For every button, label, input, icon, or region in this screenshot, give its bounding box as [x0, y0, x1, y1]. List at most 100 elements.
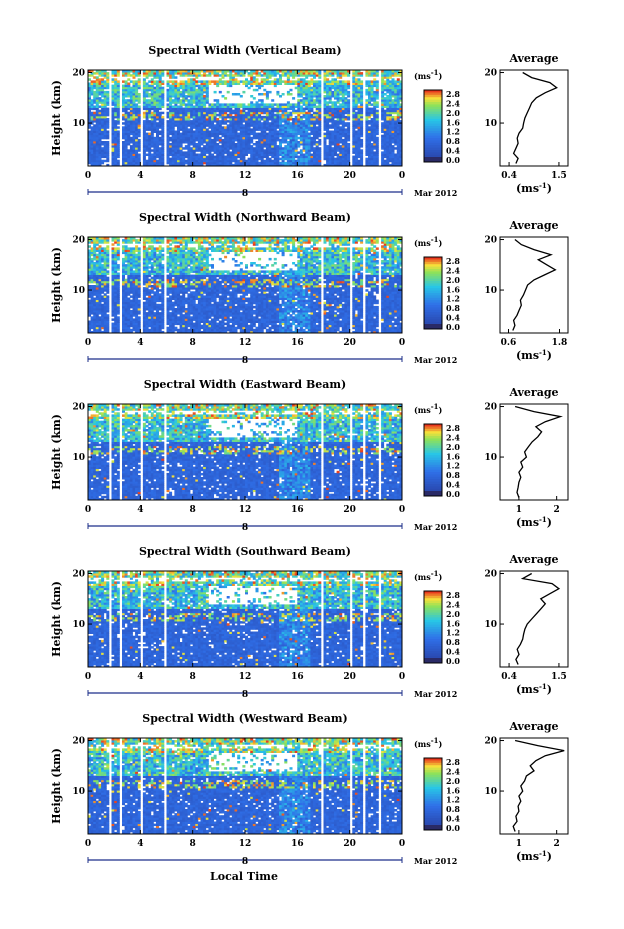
heatmap-cell	[354, 111, 358, 115]
heatmap-cell	[284, 161, 288, 165]
heatmap-cell	[203, 80, 207, 83]
heatmap-cell	[101, 103, 105, 106]
heatmap-cell	[365, 88, 369, 92]
heatmap-cell	[258, 103, 262, 106]
heatmap-cell	[386, 95, 390, 98]
heatmap-cell	[234, 103, 238, 106]
heatmap-cell	[98, 99, 102, 102]
heatmap-cell	[383, 159, 387, 163]
heatmap-cell	[179, 80, 183, 83]
heatmap-cell	[95, 145, 99, 148]
heatmap-cell	[326, 145, 330, 148]
heatmap-cell	[231, 103, 235, 106]
heatmap-cell	[394, 153, 398, 156]
heatmap-cell	[101, 82, 105, 85]
heatmap-cell	[268, 90, 272, 94]
heatmap-cell	[101, 95, 105, 98]
heatmap-cell	[247, 80, 251, 83]
heatmap-cell	[90, 70, 94, 73]
heatmap-cell	[116, 264, 120, 267]
heatmap-cell	[373, 90, 377, 94]
heatmap-cell	[326, 101, 330, 104]
heatmap-cell	[250, 136, 254, 140]
heatmap-cell	[239, 109, 243, 113]
heatmap-cell	[90, 257, 94, 261]
heatmap-cell	[122, 80, 125, 83]
heatmap-cell	[88, 97, 91, 100]
average-profile-line	[512, 71, 558, 164]
heatmap-cell	[127, 78, 131, 81]
heatmap-cell	[111, 247, 115, 250]
heatmap-cell	[106, 113, 110, 117]
heatmap-cell	[347, 99, 351, 102]
heatmap-cell	[331, 90, 335, 94]
heatmap-cell	[268, 103, 272, 106]
heatmap-cell	[88, 157, 91, 161]
heatmap-cell	[381, 122, 385, 125]
heatmap-cell	[101, 128, 105, 131]
heatmap-cell	[111, 141, 115, 144]
heatmap-cell	[101, 143, 105, 146]
heatmap-cell	[148, 80, 152, 83]
heatmap-cell	[145, 159, 149, 163]
heatmap-cell	[88, 90, 91, 94]
heatmap-cell	[368, 126, 371, 129]
heatmap-cell	[93, 143, 97, 146]
heatmap-cell	[127, 111, 131, 115]
heatmap-cell	[205, 80, 209, 83]
heatmap-cell	[216, 113, 220, 117]
heatmap-cell	[111, 93, 115, 96]
heatmap-cell	[292, 97, 296, 100]
heatmap-cell	[357, 159, 361, 163]
heatmap-cell	[284, 145, 288, 148]
heatmap-cell	[101, 88, 105, 92]
heatmap-cell	[90, 316, 94, 319]
heatmap-cell	[271, 99, 275, 102]
heatmap-cell	[276, 103, 280, 106]
heatmap-cell	[101, 247, 105, 250]
heatmap-cell	[305, 111, 309, 115]
heatmap-cell	[111, 149, 115, 152]
heatmap-cell	[221, 95, 225, 98]
heatmap-cell	[88, 78, 91, 81]
heatmap-cell	[101, 99, 105, 102]
heatmap-cell	[302, 153, 306, 156]
heatmap-cell	[142, 120, 146, 123]
heatmap-cell	[203, 145, 207, 148]
heatmap-cell	[90, 118, 94, 121]
heatmap-cell	[299, 105, 303, 108]
heatmap-cell	[260, 99, 264, 102]
heatmap-cell	[200, 74, 204, 77]
heatmap-cell	[331, 147, 335, 150]
heatmap-cell	[273, 103, 277, 106]
heatmap-cell	[93, 128, 97, 131]
heatmap-cell	[93, 120, 97, 123]
heatmap-cell	[111, 130, 115, 133]
heatmap-cell	[231, 115, 235, 119]
heatmap-cell	[90, 161, 94, 165]
heatmap-cell	[122, 141, 125, 144]
heatmap-cell	[88, 93, 91, 96]
heatmap-cell	[258, 82, 262, 85]
heatmap	[88, 70, 403, 167]
heatmap	[88, 237, 403, 334]
heatmap-cell	[161, 86, 165, 90]
heatmap-cell	[98, 93, 102, 96]
heatmap-cell	[289, 93, 293, 96]
heatmap-cell	[158, 130, 162, 133]
heatmap-cell	[98, 159, 102, 163]
heatmap-cell	[205, 128, 209, 131]
heatmap-cell	[116, 159, 120, 163]
panel-title: Spectral Width (Vertical Beam)	[148, 44, 341, 57]
heatmap-cell	[103, 82, 107, 85]
heatmap-cell	[101, 147, 105, 150]
heatmap-cell	[221, 126, 225, 129]
heatmap-cell	[95, 118, 99, 121]
heatmap-cell	[313, 80, 316, 83]
heatmap-cell	[90, 247, 94, 250]
heatmap-cell	[106, 276, 110, 280]
heatmap-cell	[237, 159, 241, 163]
heatmap-cell	[116, 130, 120, 133]
heatmap-cell	[98, 101, 102, 104]
heatmap-cell	[93, 136, 97, 140]
